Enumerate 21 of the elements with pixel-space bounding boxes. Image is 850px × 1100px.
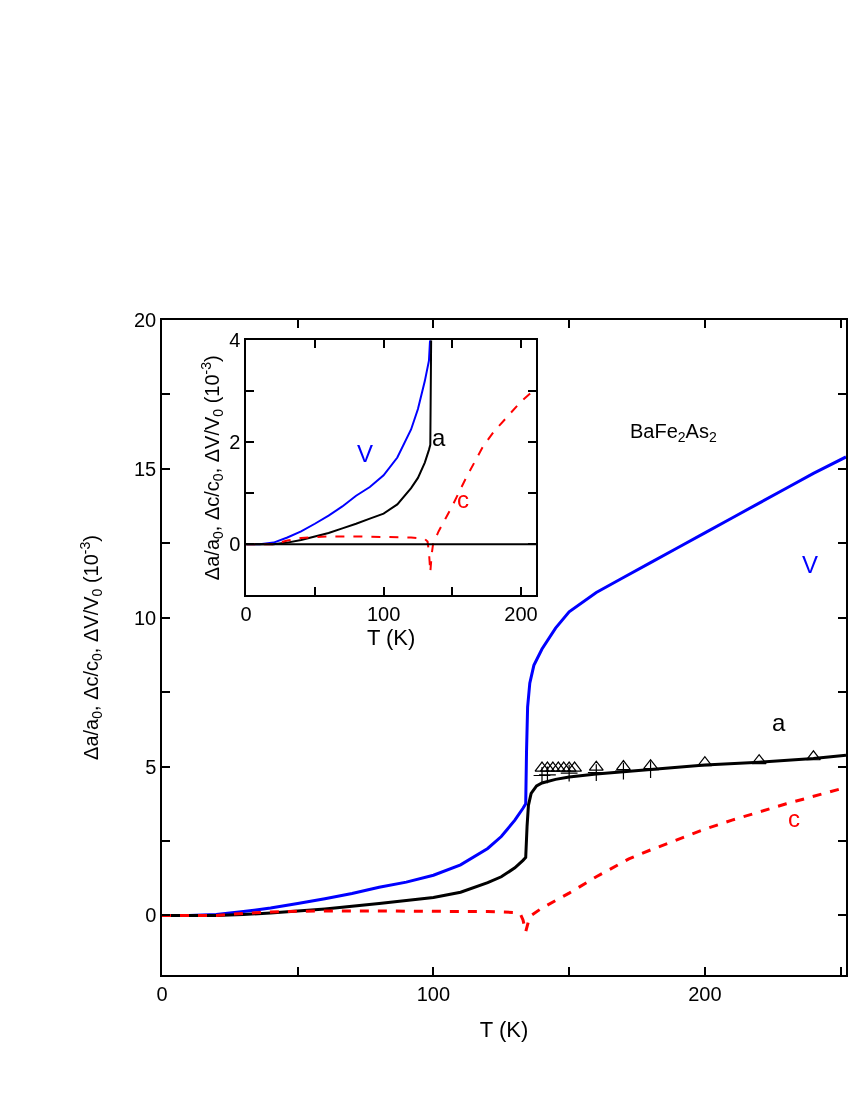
y-tick-label: 15 xyxy=(134,457,157,480)
x-tick-label: 200 xyxy=(688,982,722,1005)
annotation: BaFe$_{2}$As$_{2}$ xyxy=(630,420,717,446)
y-tick-label: 10 xyxy=(134,606,157,629)
series-label: c xyxy=(457,486,469,513)
y-tick-label: 0 xyxy=(145,904,157,927)
series-label: a xyxy=(772,709,786,736)
series-label: a xyxy=(432,424,446,451)
y-tick-label: 4 xyxy=(229,329,241,352)
x-tick-label: 100 xyxy=(416,982,451,1005)
text: V xyxy=(802,551,819,578)
x-axis-title: T (K) xyxy=(479,1017,529,1043)
series-label: c xyxy=(788,805,800,832)
y-tick-label: 2 xyxy=(229,431,241,454)
x-axis-title: T (K) xyxy=(366,625,416,651)
x-tick-label: 200 xyxy=(504,602,538,625)
y-tick-label: 5 xyxy=(145,755,157,778)
series-label: V xyxy=(357,440,374,467)
y-tick-label: 20 xyxy=(134,309,157,331)
y-tick-label: 0 xyxy=(229,533,241,556)
x-tick-label: 100 xyxy=(366,602,401,625)
